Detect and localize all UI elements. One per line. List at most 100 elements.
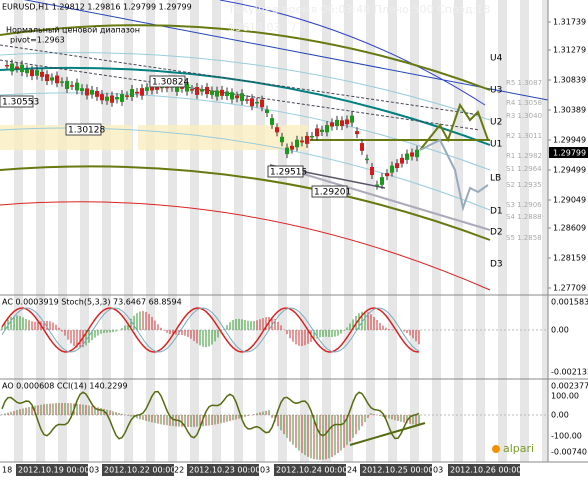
price-label: 1.27709 (553, 284, 586, 293)
stripe (146, 0, 155, 462)
candle-body (225, 91, 229, 96)
candle-body (110, 95, 114, 103)
current-price-box (549, 147, 588, 158)
candle-body (365, 158, 369, 161)
time-box (187, 464, 259, 476)
tag-box (311, 185, 348, 198)
candle-body (200, 89, 204, 92)
session-stripes (14, 0, 551, 462)
level: D3 (490, 260, 503, 270)
candle-body (85, 88, 89, 96)
candle-body (60, 81, 64, 83)
candle-body (350, 115, 354, 123)
pivot-labels: R5 1.3087 R4 1.3058 R3 1.3040 R2 1.3011 R1 1… (506, 79, 542, 242)
candle-body (70, 85, 74, 87)
red-band (0, 201, 491, 291)
price-label: 1.29049 (553, 196, 586, 205)
axis-label: -0.00740 (551, 448, 587, 457)
time-label: 2012.10.22 00:00 (104, 466, 175, 475)
stripe (14, 0, 23, 462)
candle-body (185, 83, 189, 92)
indicator-lines (0, 0, 549, 291)
stripe (124, 0, 133, 462)
time-box (274, 464, 346, 476)
candle-body (220, 89, 224, 96)
price-label: 1.29949 (553, 136, 586, 145)
time-box (102, 464, 174, 476)
candle-body (5, 65, 9, 67)
candle-body (95, 91, 99, 97)
price-label: 1.30839 (553, 76, 586, 85)
status: Текущее время 06:03:48 Плечо:500 Спрэд:1… (227, 3, 490, 16)
candle-body (10, 63, 14, 72)
time-label: 2012.10.25 00:00 (362, 466, 433, 475)
u3-curve (0, 24, 491, 91)
candle-body (280, 136, 284, 143)
cci-line (1, 390, 420, 440)
candle-body (370, 167, 374, 175)
level: D2 (490, 228, 503, 238)
candle-body (305, 135, 309, 144)
candle-body (400, 157, 404, 164)
orders: / 0 (292, 21, 306, 34)
price-tag: 1.30824 (152, 78, 189, 88)
stripe (322, 0, 331, 462)
candle-body (240, 93, 244, 102)
stripe (102, 0, 111, 462)
candle-body (65, 80, 69, 89)
stripe (234, 0, 243, 462)
candle-body (375, 184, 379, 187)
stripe (520, 0, 529, 462)
level: U2 (490, 118, 502, 128)
range-title: Нормальный ценовой диапазон (6, 26, 140, 35)
ac-stoch-panel (0, 307, 548, 353)
level: U3 (490, 86, 502, 96)
panel1-label: AC 0.0003919 Stoch(5,3,3) 73.6467 68.859… (2, 298, 182, 307)
price-label: 1.29499 (553, 166, 586, 175)
candle-body (415, 149, 419, 158)
pivot-label: R2 1.3011 (506, 132, 542, 140)
range-zone (138, 125, 308, 150)
candle-body (250, 98, 254, 107)
candle-body (410, 152, 414, 157)
stripe (278, 0, 287, 462)
axis-label: 0.00 (551, 411, 569, 420)
candle-body (330, 122, 334, 127)
price-label: 1.31739 (553, 18, 586, 27)
time-label: 03 (433, 466, 443, 475)
candle-body (190, 89, 194, 91)
time-label: 03 (89, 466, 99, 475)
logo: alpari (503, 442, 534, 455)
stripe (300, 0, 309, 462)
candle-body (105, 96, 109, 101)
level-labels: U4 U3 U2 U1 LB D1 D2 D3 (490, 54, 503, 270)
pivot-label: S1 1.2964 (506, 165, 542, 173)
candle-body (55, 75, 59, 84)
channel-line (219, 0, 486, 106)
forecast-down (419, 138, 489, 212)
price-axis-bg (548, 0, 588, 462)
pivot-label: R3 1.3040 (506, 112, 542, 120)
time-box (360, 464, 432, 476)
ao-cci-panel (0, 390, 548, 460)
candle-body (50, 77, 54, 81)
pivot-label: R4 1.3058 (506, 99, 542, 107)
trend-support (289, 169, 491, 231)
candle-body (130, 89, 134, 97)
pivot-label: S2 1.2935 (506, 181, 542, 189)
axis-label: -0.002133 (551, 368, 588, 377)
trend-line (349, 422, 426, 446)
candle-body (335, 119, 339, 127)
candle-body (385, 173, 389, 177)
price-label: 1.31279 (553, 46, 586, 55)
candle-body (380, 177, 384, 185)
candle-body (260, 99, 264, 108)
candle-body (295, 139, 299, 148)
candle-body (235, 95, 239, 99)
candle-body (75, 82, 79, 91)
blue-line (23, 0, 549, 101)
balance: $9618.03 (228, 21, 281, 34)
candle-body (245, 99, 249, 101)
